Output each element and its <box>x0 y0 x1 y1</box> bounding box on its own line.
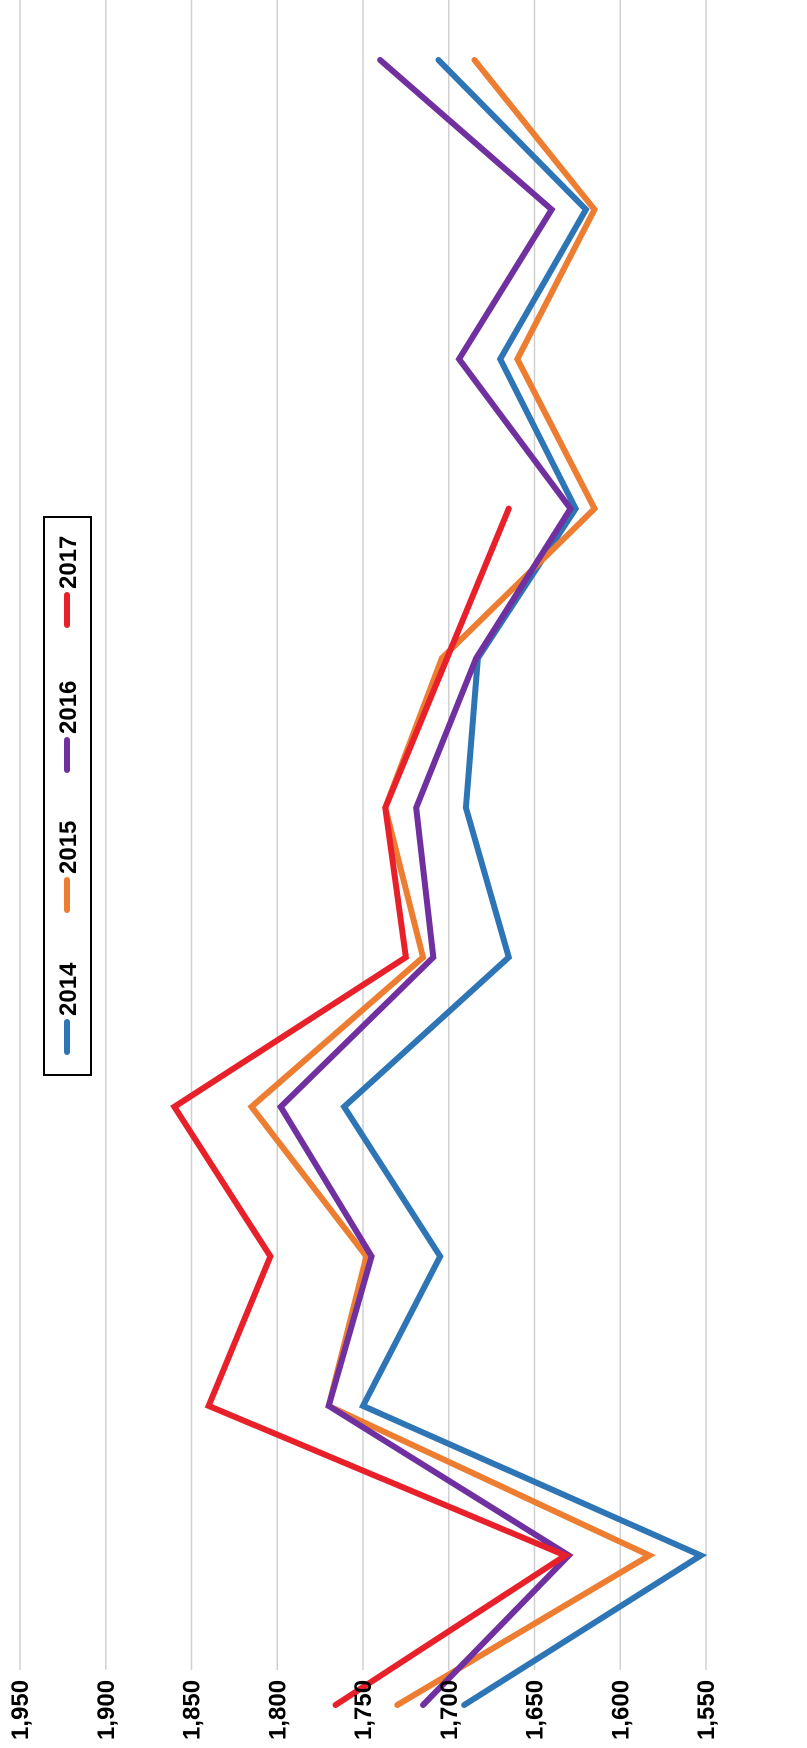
legend-label-2017: 2017 <box>55 536 82 589</box>
tick-label-1700: 1,700 <box>436 1680 463 1740</box>
tick-label-1850: 1,850 <box>179 1680 206 1740</box>
tick-label-1800: 1,800 <box>264 1680 291 1740</box>
tick-label-1750: 1,750 <box>350 1680 377 1740</box>
tick-label-1550: 1,550 <box>693 1680 720 1740</box>
series-line-2016 <box>276 57 575 1708</box>
legend-label-2015: 2015 <box>55 821 82 874</box>
legend-label-2016: 2016 <box>55 681 82 734</box>
series-line-2015 <box>247 57 656 1708</box>
series-line-2017 <box>170 505 572 1708</box>
series-lines <box>170 57 708 1708</box>
series-line-2014 <box>340 57 708 1708</box>
gridlines <box>19 0 707 1670</box>
legend: 2014 2015 2016 2017 <box>43 516 92 1076</box>
tick-label-1950: 1,950 <box>7 1680 34 1740</box>
y-axis-tick-labels: 1,950 1,900 1,850 1,800 1,750 1,700 1,650 1,600… <box>7 1680 720 1740</box>
legend-label-2014: 2014 <box>55 962 82 1016</box>
tick-label-1600: 1,600 <box>607 1680 634 1740</box>
tick-label-1900: 1,900 <box>93 1680 120 1740</box>
tick-label-1650: 1,650 <box>522 1680 549 1740</box>
